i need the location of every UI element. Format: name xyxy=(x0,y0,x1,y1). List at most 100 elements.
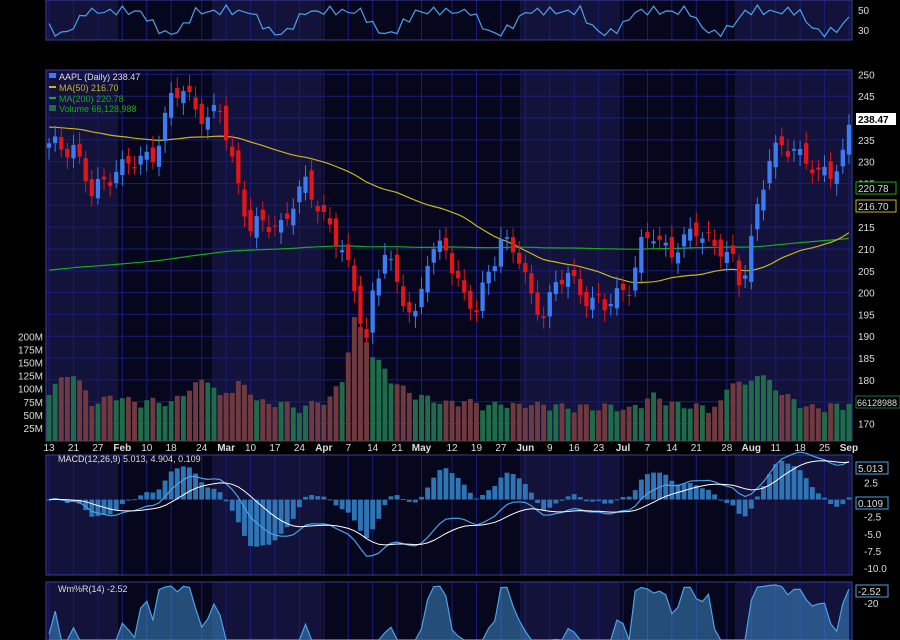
candle-body xyxy=(150,147,155,163)
volume-bar xyxy=(248,394,253,441)
candle-body xyxy=(138,155,143,165)
macd-hist-bar xyxy=(284,499,290,528)
wpr-badge: -2.52 xyxy=(855,584,889,598)
ma200-line-group xyxy=(49,237,849,271)
candle-body xyxy=(504,237,510,239)
candle-body xyxy=(456,270,461,279)
macd-hist-bar xyxy=(553,499,559,504)
macd-hist-bar xyxy=(638,479,644,500)
legend-swatch-volume xyxy=(49,105,56,111)
macd-tick-label: -5.0 xyxy=(864,530,882,541)
candle-body xyxy=(211,104,217,112)
candle-body xyxy=(89,179,94,197)
volume-tick-label: 100M xyxy=(18,385,43,396)
candle-body xyxy=(736,260,742,286)
macd-hist-bar xyxy=(528,492,534,500)
macd-hist-bar xyxy=(315,496,321,500)
candle-body xyxy=(706,232,711,234)
candle-body xyxy=(303,176,308,193)
candle-body xyxy=(71,145,76,159)
macd-hist-bar xyxy=(492,485,498,500)
macd-hist-bar xyxy=(535,499,540,504)
volume-bar xyxy=(119,398,125,441)
volume-bar xyxy=(174,395,180,441)
x-tick-label: 14 xyxy=(666,443,678,454)
candle-body xyxy=(53,136,58,144)
volume-bar xyxy=(467,398,473,441)
macd-hist-bar xyxy=(138,495,144,500)
candle-body xyxy=(633,267,638,291)
candle-body xyxy=(700,238,705,243)
volume-bar xyxy=(699,405,705,441)
volume-bar xyxy=(614,411,620,441)
x-tick-label: Jun xyxy=(516,443,534,454)
x-tick-label: Mar xyxy=(217,443,235,454)
candle-body xyxy=(285,213,290,219)
volume-bar xyxy=(828,403,834,441)
volume-bar xyxy=(651,392,656,441)
candle-body xyxy=(657,235,662,240)
macd-hist-bar xyxy=(89,499,95,517)
volume-bar xyxy=(89,406,95,441)
x-tick-label: Apr xyxy=(315,443,332,454)
volume-bar xyxy=(754,376,760,441)
macd-hist-bar xyxy=(828,499,834,504)
volume-bar xyxy=(296,413,302,441)
macd-histogram xyxy=(46,460,852,547)
volume-bar xyxy=(785,394,791,441)
macd-hist-bar xyxy=(730,499,736,506)
volume-bar xyxy=(608,404,614,441)
candle-body xyxy=(541,316,546,319)
macd-hist-bar xyxy=(669,480,675,500)
macd-hist-bar xyxy=(223,499,229,502)
volume-bar xyxy=(180,396,186,441)
candle-body xyxy=(126,155,131,164)
candle-body xyxy=(260,209,265,221)
macd-hist-bar xyxy=(449,473,455,500)
volume-bar xyxy=(229,392,235,441)
williams-r-line xyxy=(48,584,850,640)
macd-hist-bar xyxy=(351,499,357,521)
candle-body xyxy=(437,240,442,252)
x-tick-label: 21 xyxy=(392,443,404,454)
x-tick-label: Jul xyxy=(616,443,631,454)
price-tick-label: 210 xyxy=(858,245,875,256)
macd-hist-bar xyxy=(431,477,437,500)
macd-hist-bar xyxy=(480,494,486,500)
macd-hist-bar xyxy=(614,499,620,501)
macd-hist-bar xyxy=(681,483,687,500)
candle-body xyxy=(315,205,320,212)
macd-hist-bar xyxy=(632,490,638,500)
volume-bar xyxy=(602,403,608,441)
candle-body xyxy=(297,186,302,203)
volume-bar xyxy=(382,368,388,441)
candle-body xyxy=(553,282,558,295)
candle-body xyxy=(675,252,681,264)
macd-hist-bar xyxy=(663,474,669,500)
volume-bar xyxy=(773,390,779,441)
volume-bar xyxy=(620,409,626,441)
volume-bar xyxy=(351,317,357,441)
volume-bar xyxy=(235,381,241,441)
macd-hist-bar xyxy=(187,467,192,500)
candle-body xyxy=(724,251,729,264)
volume-bar xyxy=(168,401,174,441)
top-panel-ticks: 50 30 xyxy=(858,6,870,37)
signal-line xyxy=(49,460,849,546)
price-tick-label: 205 xyxy=(858,267,875,278)
volume-bar xyxy=(52,383,58,441)
panel-bg-macd xyxy=(46,455,852,575)
volume-bar xyxy=(364,342,370,441)
volume-bar xyxy=(101,396,107,441)
macd-hist-badge-text: 0.109 xyxy=(858,499,883,510)
volume-tick-label: 175M xyxy=(18,346,43,357)
volume-bar xyxy=(492,401,498,441)
top-tick-label: 50 xyxy=(858,6,870,17)
candle-body xyxy=(572,270,577,277)
candle-body xyxy=(358,285,363,324)
volume-bar xyxy=(113,400,119,441)
macd-hist-bar xyxy=(565,496,571,500)
macd-hist-bar xyxy=(541,499,547,510)
x-tick-label: 16 xyxy=(569,443,581,454)
macd-hist-bar xyxy=(272,499,278,541)
